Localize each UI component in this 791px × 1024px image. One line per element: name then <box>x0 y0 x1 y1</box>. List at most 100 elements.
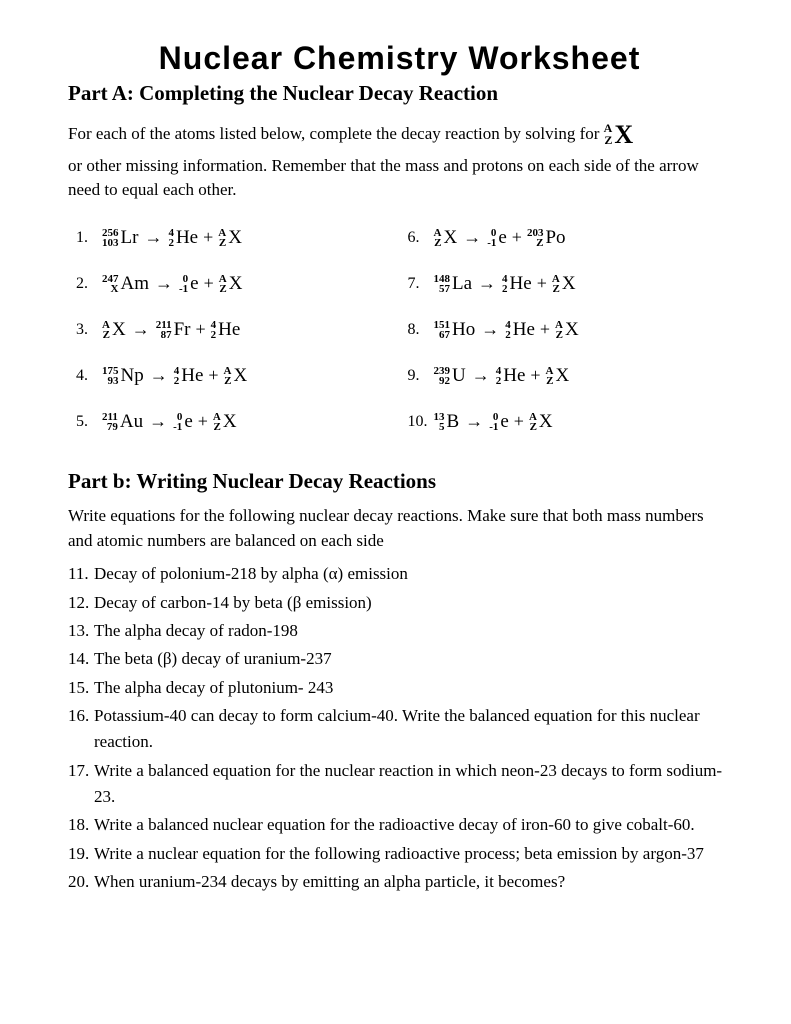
list-item: 15.The alpha decay of plutonium- 243 <box>68 675 731 701</box>
nuclide: 17593Np <box>102 365 144 387</box>
plus-sign: + <box>514 411 524 432</box>
plus-sign: + <box>198 411 208 432</box>
item-number: 13. <box>68 618 94 644</box>
equations-col-right: 6. AZX → 0-1e + 203ZPo 7. 14857La → 42He… <box>408 211 732 451</box>
nuclide: 42He <box>174 365 204 387</box>
equation-number: 1. <box>76 229 102 247</box>
nuclide: 247XAm <box>102 273 149 295</box>
plus-sign: + <box>540 319 550 340</box>
item-number: 18. <box>68 812 94 838</box>
arrow-icon: → <box>144 227 162 248</box>
nuclide: 15167Ho <box>434 319 476 341</box>
arrow-icon: → <box>150 365 168 386</box>
nuclide: AZX <box>552 273 576 295</box>
equation-row: 2. 247XAm → 0-1e + AZX <box>76 267 400 301</box>
item-text: The alpha decay of plutonium- 243 <box>94 675 731 701</box>
nuclide: 42He <box>168 227 198 249</box>
equation-row: 9. 23992U → 42He + AZX <box>408 359 732 393</box>
worksheet-page: Nuclear Chemistry Worksheet Part A: Comp… <box>0 0 791 937</box>
nuclide: 21187Fr <box>156 319 191 341</box>
arrow-icon: → <box>155 273 173 294</box>
item-number: 15. <box>68 675 94 701</box>
plus-sign: + <box>204 273 214 294</box>
item-text: The beta (β) decay of uranium-237 <box>94 646 731 672</box>
arrow-icon: → <box>149 411 167 432</box>
intro-text-1: For each of the atoms listed below, comp… <box>68 124 604 143</box>
equation-row: 10. 135B → 0-1e + AZX <box>408 405 732 439</box>
equation-number: 7. <box>408 275 434 293</box>
nuclide: 0-1e <box>173 411 193 433</box>
equation-number: 2. <box>76 275 102 293</box>
equation-row: 6. AZX → 0-1e + 203ZPo <box>408 221 732 255</box>
nuclide: 203ZPo <box>527 227 566 249</box>
list-item: 12.Decay of carbon-14 by beta (β emissio… <box>68 590 731 616</box>
arrow-icon: → <box>465 411 483 432</box>
item-text: Write a balanced nuclear equation for th… <box>94 812 731 838</box>
list-item: 16.Potassium-40 can decay to form calciu… <box>68 703 731 756</box>
list-item: 17.Write a balanced equation for the nuc… <box>68 758 731 811</box>
nuclide: 135B <box>434 411 460 433</box>
item-text: When uranium-234 decays by emitting an a… <box>94 869 731 895</box>
arrow-icon: → <box>463 227 481 248</box>
equation-row: 1. 256103Lr → 42He + AZX <box>76 221 400 255</box>
plus-sign: + <box>512 227 522 248</box>
item-number: 14. <box>68 646 94 672</box>
equation-number: 3. <box>76 321 102 339</box>
plus-sign: + <box>208 365 218 386</box>
nuclide: 42He <box>496 365 526 387</box>
worksheet-title: Nuclear Chemistry Worksheet <box>68 40 731 77</box>
equation-number: 9. <box>408 367 434 385</box>
arrow-icon: → <box>132 319 150 340</box>
equation-row: 5. 21179Au → 0-1e + AZX <box>76 405 400 439</box>
nuclide: 42He <box>211 319 241 341</box>
plus-sign: + <box>537 273 547 294</box>
nuclide: 0-1e <box>179 273 199 295</box>
item-number: 12. <box>68 590 94 616</box>
list-item: 18.Write a balanced nuclear equation for… <box>68 812 731 838</box>
nuclide: 0-1e <box>487 227 507 249</box>
item-number: 19. <box>68 841 94 867</box>
nuclide-generic-x: A Z X <box>604 116 633 154</box>
nuclide: AZX <box>218 227 242 249</box>
nuclide: 14857La <box>434 273 473 295</box>
list-item: 11.Decay of polonium-218 by alpha (α) em… <box>68 561 731 587</box>
nuclide: 21179Au <box>102 411 143 433</box>
plus-sign: + <box>530 365 540 386</box>
equation-number: 4. <box>76 367 102 385</box>
nuclide: AZX <box>102 319 126 341</box>
nuclide: AZX <box>434 227 458 249</box>
arrow-icon: → <box>481 319 499 340</box>
equation-row: 3. AZX → 21187Fr + 42He <box>76 313 400 347</box>
equation-number: 5. <box>76 413 102 431</box>
part-b-heading: Part b: Writing Nuclear Decay Reactions <box>68 469 731 494</box>
plus-sign: + <box>203 227 213 248</box>
part-b-list: 11.Decay of polonium-218 by alpha (α) em… <box>68 561 731 895</box>
equation-number: 10. <box>408 413 434 431</box>
arrow-icon: → <box>472 365 490 386</box>
part-b-intro: Write equations for the following nuclea… <box>68 504 731 553</box>
equation-row: 8. 15167Ho → 42He + AZX <box>408 313 732 347</box>
equation-row: 7. 14857La → 42He + AZX <box>408 267 732 301</box>
list-item: 20.When uranium-234 decays by emitting a… <box>68 869 731 895</box>
nuclide: 0-1e <box>489 411 509 433</box>
equation-number: 8. <box>408 321 434 339</box>
intro-text-2: or other missing information. Remember t… <box>68 156 699 200</box>
list-item: 19.Write a nuclear equation for the foll… <box>68 841 731 867</box>
item-text: Decay of carbon-14 by beta (β emission) <box>94 590 731 616</box>
nuclide: AZX <box>529 411 553 433</box>
item-text: Write a nuclear equation for the followi… <box>94 841 731 867</box>
nuclide: 23992U <box>434 365 466 387</box>
equation-row: 4. 17593Np → 42He + AZX <box>76 359 400 393</box>
nuclide: AZX <box>224 365 248 387</box>
nuclide: AZX <box>219 273 243 295</box>
item-text: Potassium-40 can decay to form calcium-4… <box>94 703 731 756</box>
arrow-icon: → <box>478 273 496 294</box>
item-number: 20. <box>68 869 94 895</box>
equations-grid: 1. 256103Lr → 42He + AZX 2. 247XAm → 0-1… <box>76 211 731 451</box>
nuclide: 256103Lr <box>102 227 138 249</box>
item-number: 11. <box>68 561 94 587</box>
part-a-intro: For each of the atoms listed below, comp… <box>68 116 731 203</box>
item-number: 16. <box>68 703 94 756</box>
item-text: Decay of polonium-218 by alpha (α) emiss… <box>94 561 731 587</box>
list-item: 13.The alpha decay of radon-198 <box>68 618 731 644</box>
